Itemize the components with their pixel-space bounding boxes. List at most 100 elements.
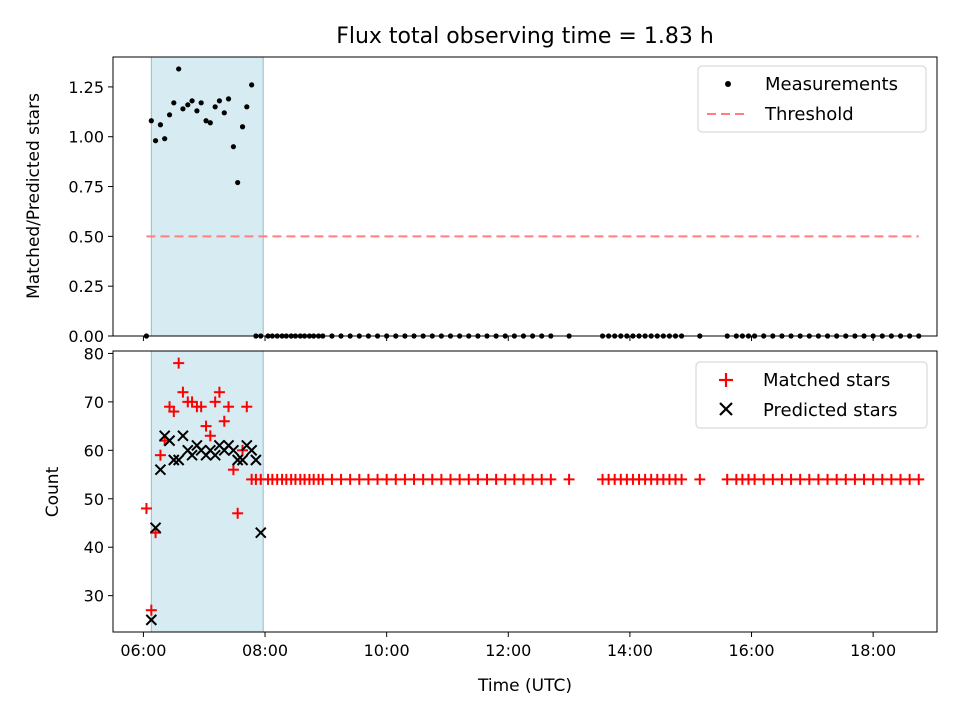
- count-xtick-label: 12:00: [485, 641, 531, 660]
- ratio-ytick-label: 0.25: [68, 277, 104, 296]
- ratio-panel-frame: [112, 56, 938, 337]
- count-ytick-label: 50: [84, 490, 104, 509]
- matched-star-marker: [694, 473, 706, 485]
- measurement-point: [244, 104, 250, 110]
- matched-star-marker: [154, 449, 166, 461]
- predicted-star-marker: [154, 463, 167, 476]
- measurement-point: [148, 118, 154, 124]
- count-xtick-label: 14:00: [607, 641, 653, 660]
- ratio-legend-label-measurements: Measurements: [765, 74, 898, 95]
- measurement-point: [185, 102, 191, 108]
- count-y-axis: 30 40 50 60 70 80: [84, 344, 113, 606]
- count-legend-marker-matched: [719, 373, 733, 387]
- count-panel: 30 40 50 60 70 80 06:00 08:00 10:00 12:00 14:00 16…: [43, 344, 938, 696]
- ratio-legend: Measurements Threshold: [697, 65, 927, 133]
- predicted-star-marker: [250, 454, 262, 466]
- matched-star-marker: [232, 507, 244, 519]
- measurement-point: [198, 100, 204, 106]
- measurement-point: [194, 108, 200, 114]
- predicted-star-markers: [145, 430, 267, 626]
- predicted-star-marker: [231, 454, 244, 466]
- ratio-y-axis: 0.00 0.25 0.50 0.75 1.00 1.25: [68, 78, 113, 346]
- predicted-star-marker: [186, 449, 198, 461]
- matched-star-marker: [195, 401, 207, 413]
- matched-star-marker: [168, 406, 180, 418]
- predicted-star-marker: [172, 454, 185, 466]
- predicted-star-marker: [255, 526, 267, 539]
- ratio-legend-box: [697, 65, 927, 133]
- measurement-point: [221, 110, 227, 116]
- predicted-star-marker: [227, 444, 240, 457]
- matched-star-marker: [676, 473, 688, 485]
- measurement-point: [166, 112, 173, 118]
- predicted-star-marker: [145, 614, 158, 626]
- matched-star-marker: [223, 401, 235, 413]
- measurement-point: [171, 100, 177, 106]
- count-ytick-label: 40: [84, 538, 104, 557]
- measurement-point: [203, 118, 209, 124]
- measurement-point: [176, 66, 182, 72]
- predicted-star-marker: [149, 522, 162, 534]
- count-panel-frame: [112, 350, 938, 633]
- ratio-panel: 0.00 0.25 0.50 0.75 1.00 1.25 Matched/Predict…: [24, 56, 938, 346]
- measurement-points: [143, 66, 922, 339]
- chart-title: Flux total observing time = 1.83 h: [336, 24, 714, 49]
- matched-star-marker: [140, 502, 152, 514]
- x-axis-label: Time (UTC): [477, 676, 572, 696]
- matched-star-marker: [200, 420, 212, 432]
- matched-star-marker: [227, 464, 239, 476]
- measurement-point: [216, 98, 223, 104]
- matched-star-marker: [563, 473, 575, 485]
- predicted-star-marker: [209, 449, 221, 461]
- ratio-panel-band: [150, 56, 264, 337]
- measurement-point: [162, 136, 168, 142]
- count-ytick-label: 80: [84, 344, 104, 363]
- count-xtick-label: 06:00: [120, 641, 166, 660]
- matched-star-marker: [173, 357, 185, 369]
- matched-star-marker: [177, 386, 189, 398]
- ratio-ytick-label: 1.25: [68, 78, 104, 97]
- matched-star-marker: [186, 396, 198, 408]
- predicted-star-marker: [236, 454, 249, 466]
- matched-star-marker: [204, 430, 216, 442]
- count-panel-band: [150, 350, 264, 633]
- count-xtick-label: 10:00: [364, 641, 410, 660]
- count-legend-label-matched: Matched stars: [763, 370, 890, 391]
- measurement-point: [180, 106, 186, 112]
- count-ytick-label: 60: [84, 441, 104, 460]
- ratio-ytick-label: 0.50: [68, 227, 104, 246]
- count-legend-marker-predicted: [719, 402, 733, 416]
- measurement-point: [152, 138, 159, 144]
- matched-star-marker: [913, 473, 925, 485]
- measurement-point: [249, 82, 255, 88]
- count-ytick-label: 30: [84, 587, 104, 606]
- measurement-point: [230, 144, 237, 150]
- predicted-star-marker: [163, 434, 176, 447]
- count-xtick-label: 18:00: [850, 641, 896, 660]
- matched-star-marker: [213, 386, 225, 398]
- count-ytick-label: 70: [84, 393, 104, 412]
- predicted-star-marker: [177, 430, 189, 442]
- matched-star-marker: [241, 401, 253, 413]
- measurement-point: [189, 98, 195, 104]
- measurement-point: [225, 96, 232, 102]
- count-y-label: Count: [43, 466, 63, 517]
- predicted-star-marker: [245, 444, 258, 457]
- measurement-point: [207, 120, 213, 126]
- count-x-axis: 06:00 08:00 10:00 12:00 14:00 16:00 18:00: [120, 632, 896, 660]
- ratio-ytick-label: 1.00: [68, 128, 104, 147]
- ratio-legend-label-threshold: Threshold: [764, 104, 854, 125]
- matched-star-marker: [209, 396, 221, 408]
- measurement-point: [235, 179, 241, 186]
- ratio-ytick-label: 0.75: [68, 178, 104, 197]
- count-xtick-label: 08:00: [242, 641, 288, 660]
- ratio-legend-marker-measurements: [725, 81, 731, 87]
- ratio-y-label: Matched/Predicted stars: [24, 93, 44, 299]
- count-legend-box: [695, 361, 928, 429]
- matched-star-markers: [140, 357, 925, 616]
- predicted-star-marker: [168, 454, 180, 466]
- measurement-point: [157, 122, 164, 128]
- matched-star-marker: [145, 604, 157, 616]
- count-legend: Matched stars Predicted stars: [695, 361, 928, 429]
